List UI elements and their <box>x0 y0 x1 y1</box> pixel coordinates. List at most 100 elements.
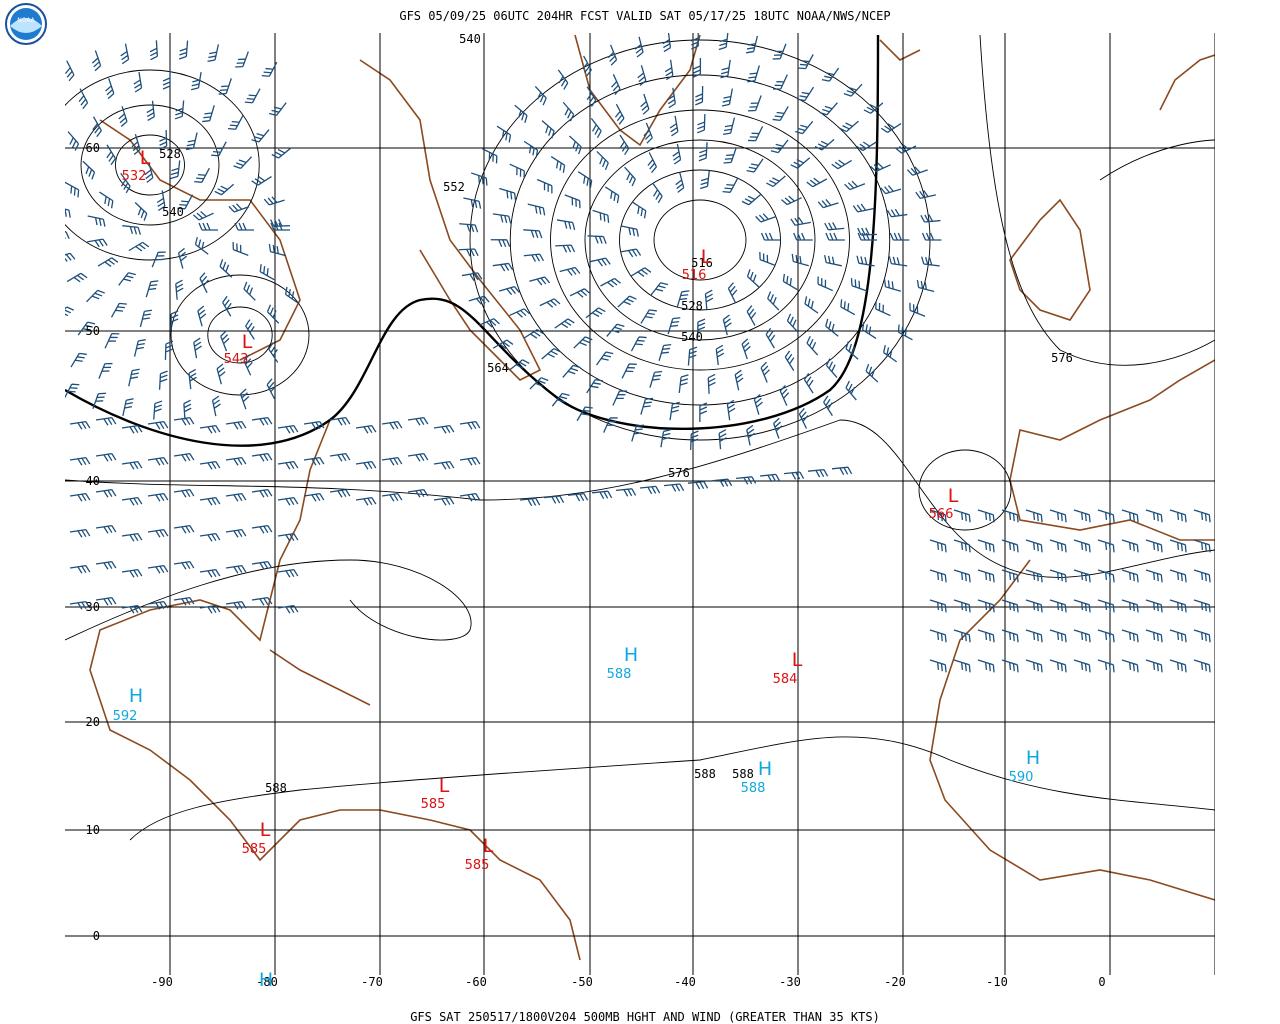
wind-barb <box>678 374 689 394</box>
wind-barb <box>607 44 618 66</box>
wind-barb <box>869 162 891 172</box>
contour-label: 528 <box>681 299 703 313</box>
closed-contour <box>653 199 747 281</box>
wind-barb <box>687 480 709 490</box>
wind-barb <box>856 141 877 152</box>
wind-barb <box>1025 659 1043 673</box>
wind-barb <box>207 44 220 63</box>
closed-contour <box>619 169 781 311</box>
wind-barb <box>527 203 546 216</box>
wind-barb <box>722 314 732 336</box>
wind-barb <box>139 309 152 328</box>
wind-barb <box>194 236 209 255</box>
wind-barb <box>277 604 299 614</box>
wind-barb <box>662 33 672 53</box>
wind-barb <box>663 483 685 492</box>
wind-barb <box>173 596 195 606</box>
wind-barb <box>821 67 840 82</box>
wind-barb <box>490 239 511 248</box>
wind-barb <box>840 299 856 316</box>
wind-barb <box>19 197 36 209</box>
wind-barb <box>173 452 195 462</box>
closed-contour <box>207 306 273 364</box>
wind-barb <box>722 177 739 193</box>
wind-barb <box>251 560 273 570</box>
wind-barb <box>614 103 625 125</box>
wind-barb <box>543 495 565 504</box>
wind-barb <box>746 158 764 173</box>
wind-barb <box>1001 599 1019 613</box>
wind-barb <box>693 57 702 78</box>
wind-barb <box>173 416 195 426</box>
center-value: 584 <box>773 672 798 687</box>
wind-barb <box>151 251 166 268</box>
wind-barb <box>303 456 325 466</box>
wind-barb <box>539 298 561 308</box>
wind-barb <box>459 223 479 233</box>
wind-barb <box>711 478 733 487</box>
wind-barb <box>880 122 902 133</box>
wind-barb <box>1001 569 1019 583</box>
wind-barb <box>897 324 913 341</box>
wind-barb <box>1001 659 1019 673</box>
center-value: 532 <box>122 169 147 184</box>
wind-barb <box>727 282 738 304</box>
wind-barb <box>977 539 995 553</box>
wind-barb <box>407 416 429 426</box>
wind-barb <box>883 279 901 292</box>
wind-barb <box>216 363 226 385</box>
wind-barb <box>718 33 729 51</box>
wind-barb <box>888 256 908 267</box>
longitude-label: -10 <box>986 975 1008 989</box>
wind-barb <box>381 456 403 466</box>
wind-barb <box>259 264 275 281</box>
wind-barb <box>23 268 43 276</box>
wind-barb <box>177 247 188 269</box>
wind-barb <box>564 194 581 209</box>
wind-barb <box>133 339 146 357</box>
wind-barb <box>153 400 163 420</box>
wind-barb <box>492 339 514 350</box>
wind-barb <box>95 596 117 606</box>
wind-barb <box>277 424 299 434</box>
wind-barb <box>1097 569 1115 583</box>
wind-barb <box>676 290 690 308</box>
center-letter: H <box>758 758 772 780</box>
logo-text: NOAA <box>17 17 35 24</box>
wind-barb <box>0 187 1 199</box>
wind-barb <box>1193 509 1211 523</box>
wind-barb <box>759 251 776 267</box>
wind-barb <box>225 420 247 430</box>
wind-barb <box>735 476 757 485</box>
wind-barb <box>650 282 669 296</box>
wind-barb <box>0 339 12 349</box>
wind-barb <box>640 93 650 115</box>
wind-barb <box>798 54 814 70</box>
wind-barb <box>586 378 603 394</box>
wind-barb <box>65 252 76 262</box>
wind-barb <box>541 347 561 360</box>
wind-barb <box>582 55 592 77</box>
wind-barb <box>222 295 232 317</box>
wind-barb <box>803 373 814 394</box>
wind-barb <box>698 142 708 162</box>
wind-barb <box>95 524 117 534</box>
wind-barb <box>953 599 971 613</box>
wind-barb <box>1145 509 1163 523</box>
wind-barb <box>199 424 221 434</box>
wind-barb <box>1145 539 1163 553</box>
wind-barb <box>514 104 528 124</box>
wind-barb <box>65 306 74 317</box>
contour-east <box>1099 139 1215 181</box>
wind-barb <box>47 150 60 167</box>
wind-barb <box>806 177 828 188</box>
wind-barb <box>233 156 253 170</box>
wind-barb <box>66 272 88 283</box>
center-letter: L <box>483 835 494 857</box>
wind-barb <box>407 488 429 498</box>
wind-barb <box>929 629 947 643</box>
wind-barb <box>199 496 221 506</box>
wind-barb <box>509 308 531 318</box>
wind-barb <box>741 193 762 206</box>
wind-barb <box>953 509 971 523</box>
